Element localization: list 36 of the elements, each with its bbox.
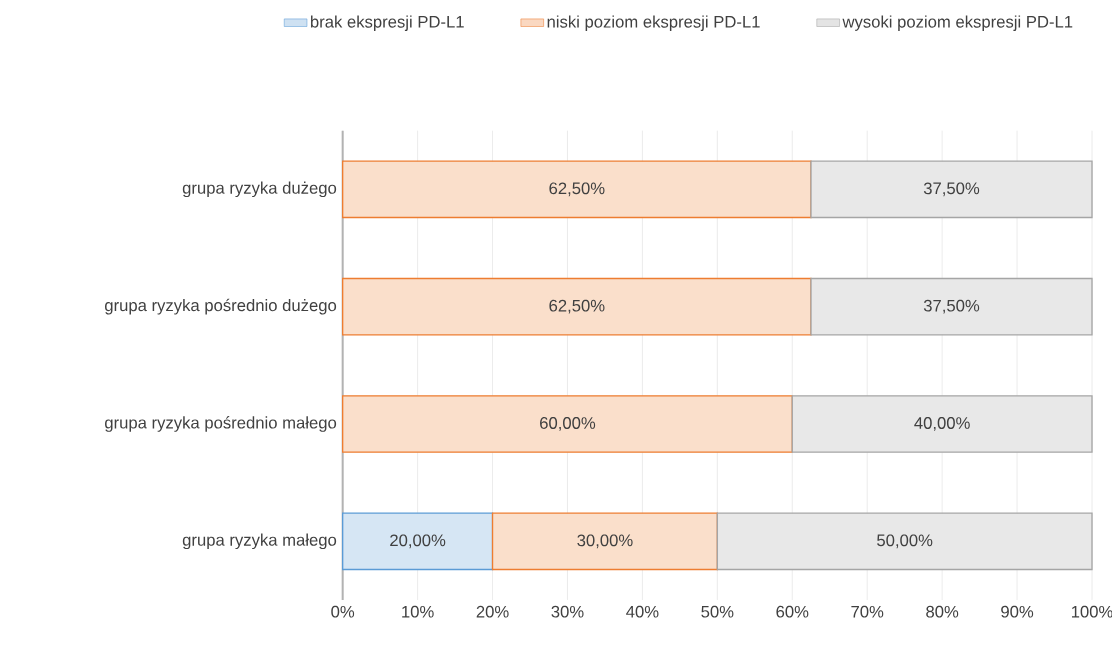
data-label: 40,00% <box>914 417 970 431</box>
bar <box>810 277 1093 336</box>
x-tick-label: 0% <box>331 605 355 618</box>
x-tick-label: 30% <box>551 605 584 618</box>
bar <box>342 512 494 571</box>
data-label: 60,00% <box>540 417 596 431</box>
y-tick-label: grupa ryzyka pośrednio małego <box>105 416 337 432</box>
x-tick-label: 70% <box>851 605 884 618</box>
data-label: 50,00% <box>877 534 933 549</box>
y-tick-label: grupa ryzyka małego <box>182 533 337 550</box>
bar <box>342 277 812 336</box>
x-tick-label: 60% <box>776 605 809 618</box>
x-tick-label: 50% <box>701 605 734 618</box>
y-tick-label: grupa ryzyka dużego <box>182 181 337 198</box>
bar <box>491 512 719 571</box>
legend-label: brak ekspresji PD-L1 <box>310 15 464 31</box>
bar <box>810 160 1093 219</box>
x-tick-label: 100% <box>1071 605 1112 618</box>
x-tick-label: 20% <box>476 605 509 618</box>
x-tick-label: 10% <box>402 605 434 618</box>
data-label: 20,00% <box>390 534 446 549</box>
data-label: 62,50% <box>549 299 605 314</box>
bar <box>791 395 1093 453</box>
x-tick-label: 90% <box>1001 605 1034 618</box>
bar <box>342 395 793 453</box>
y-tick-label: grupa ryzyka pośrednio dużego <box>104 298 337 315</box>
data-label: 30,00% <box>577 534 633 549</box>
x-tick-label: 40% <box>626 605 659 618</box>
data-label: 37,50% <box>923 299 980 314</box>
legend-label: wysoki poziom ekspresji PD-L1 <box>842 15 1073 31</box>
data-label: 62,50% <box>549 182 605 197</box>
bar <box>342 160 812 219</box>
bar <box>716 512 1093 571</box>
data-label: 37,50% <box>923 182 980 197</box>
x-tick-label: 80% <box>926 605 959 618</box>
legend-label: niski poziom ekspresji PD-L1 <box>547 15 760 31</box>
